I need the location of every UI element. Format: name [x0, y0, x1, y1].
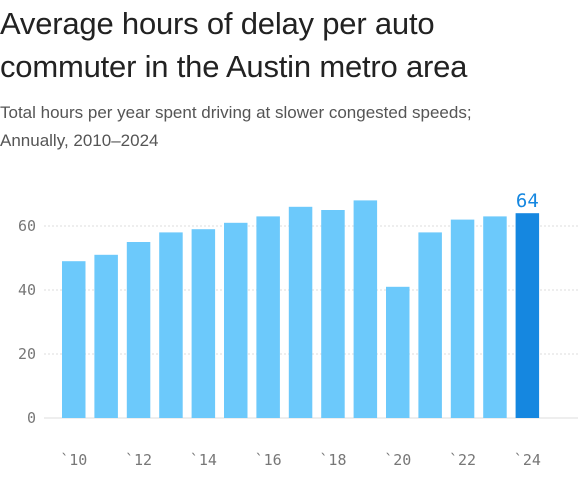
x-tick-label-2014: `14 — [190, 451, 217, 469]
bar-layer — [62, 200, 540, 418]
y-tick-label-60: 60 — [18, 217, 36, 235]
bar-2023 — [483, 216, 507, 418]
y-tick-label-0: 0 — [27, 409, 36, 427]
x-tick-label-2024: `24 — [514, 451, 541, 469]
bar-2020 — [386, 286, 410, 418]
bar-2022 — [450, 219, 475, 418]
chart-subtitle-line-1: Total hours per year spent driving at sl… — [0, 103, 472, 122]
x-tick-label-2018: `18 — [319, 451, 346, 469]
label-layer: 0 20 40 60 64 `10 `12 `14 `16 `18 `20 `22 `24 — [18, 190, 541, 469]
bar-2019 — [353, 200, 378, 418]
chart-subtitle-line-2: Annually, 2010–2024 — [0, 131, 159, 150]
bar-2011 — [94, 254, 118, 418]
bar-2010 — [62, 261, 86, 418]
bar-2024 — [515, 213, 540, 418]
x-tick-label-2022: `22 — [449, 451, 476, 469]
bar-2021 — [418, 232, 442, 418]
y-tick-label-20: 20 — [18, 345, 36, 363]
y-tick-label-40: 40 — [18, 281, 36, 299]
chart-subtitle: Total hours per year spent driving at sl… — [0, 99, 575, 155]
bar-2013 — [159, 232, 183, 418]
x-tick-label-2020: `20 — [384, 451, 411, 469]
bar-2015 — [224, 222, 248, 418]
x-tick-label-2016: `16 — [255, 451, 282, 469]
bar-2018 — [321, 210, 345, 418]
x-tick-label-2010: `10 — [60, 451, 87, 469]
chart-title: Average hours of delay per auto commuter… — [0, 2, 575, 88]
chart-title-line-1: Average hours of delay per auto — [0, 6, 435, 41]
bar-2016 — [256, 216, 280, 418]
x-tick-label-2012: `12 — [125, 451, 152, 469]
bar-2014 — [191, 229, 216, 418]
bar-2012 — [126, 242, 151, 418]
bar-2017 — [288, 206, 313, 418]
chart-title-line-2: commuter in the Austin metro area — [0, 49, 468, 84]
value-label-2024: 64 — [516, 190, 539, 212]
